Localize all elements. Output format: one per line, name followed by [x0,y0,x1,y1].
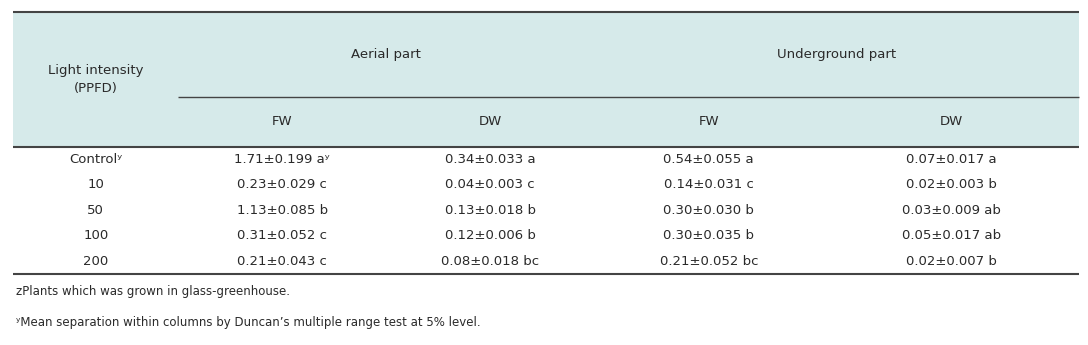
Text: 0.14±0.031 c: 0.14±0.031 c [664,178,754,191]
Text: FW: FW [698,115,719,128]
Text: 0.30±0.035 b: 0.30±0.035 b [664,229,754,243]
Text: Light intensity
(PPFD): Light intensity (PPFD) [48,64,144,95]
Text: DW: DW [940,115,963,128]
Text: 1.71±0.199 aʸ: 1.71±0.199 aʸ [235,153,330,166]
Text: 50: 50 [87,204,104,217]
Text: 0.02±0.003 b: 0.02±0.003 b [906,178,997,191]
Text: 0.12±0.006 b: 0.12±0.006 b [445,229,535,243]
Text: 0.04±0.003 c: 0.04±0.003 c [445,178,535,191]
Text: Aerial part: Aerial part [351,48,421,61]
Text: ᴢPlants which was grown in glass-greenhouse.: ᴢPlants which was grown in glass-greenho… [16,285,290,298]
Text: 0.13±0.018 b: 0.13±0.018 b [445,204,535,217]
Text: 0.05±0.017 ab: 0.05±0.017 ab [902,229,1001,243]
Text: 1.13±0.085 b: 1.13±0.085 b [237,204,327,217]
Text: 0.07±0.017 a: 0.07±0.017 a [906,153,997,166]
Text: 0.54±0.055 a: 0.54±0.055 a [664,153,754,166]
Bar [13,12,1079,147]
Text: 0.34±0.033 a: 0.34±0.033 a [445,153,535,166]
Text: 0.21±0.043 c: 0.21±0.043 c [237,255,327,268]
Text: 0.21±0.052 bc: 0.21±0.052 bc [659,255,758,268]
Text: 0.08±0.018 bc: 0.08±0.018 bc [441,255,540,268]
Text: 0.03±0.009 ab: 0.03±0.009 ab [902,204,1001,217]
Text: FW: FW [272,115,293,128]
Text: ʸMean separation within columns by Duncan’s multiple range test at 5% level.: ʸMean separation within columns by Dunca… [16,316,481,329]
Text: 100: 100 [83,229,109,243]
Text: 200: 200 [83,255,109,268]
Text: 0.30±0.030 b: 0.30±0.030 b [664,204,754,217]
Text: DW: DW [479,115,502,128]
Text: Controlʸ: Controlʸ [70,153,122,166]
Text: 0.23±0.029 c: 0.23±0.029 c [237,178,327,191]
Text: 10: 10 [87,178,104,191]
Text: Underground part: Underground part [777,48,897,61]
Text: 0.31±0.052 c: 0.31±0.052 c [237,229,327,243]
Text: 0.02±0.007 b: 0.02±0.007 b [906,255,997,268]
